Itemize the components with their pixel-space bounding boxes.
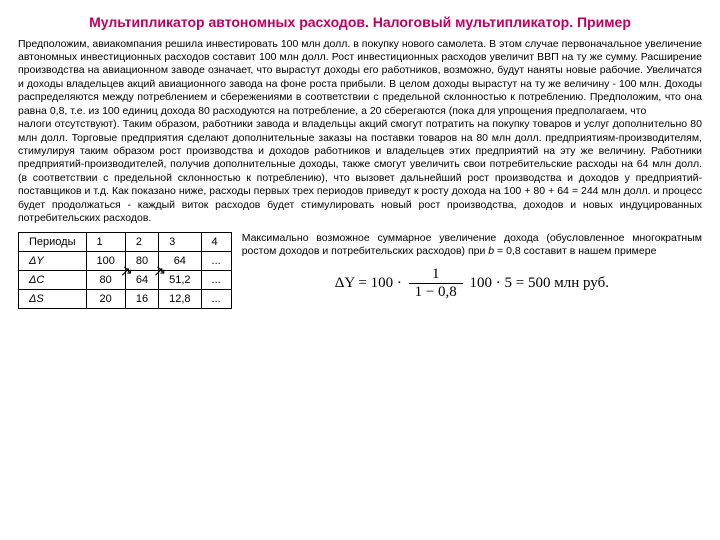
table-cell: 80↘ <box>125 251 158 270</box>
table-row: ΔY 100↘ 80↘ 64 ... <box>19 251 232 270</box>
table-row: ΔS 20 16 12,8 ... <box>19 289 232 308</box>
table-header: Периоды <box>19 232 87 251</box>
formula-lhs: ΔY = 100 · <box>335 275 406 291</box>
page-title: Мультипликатор автономных расходов. Нало… <box>18 14 702 32</box>
table-cell: 12,8 <box>159 289 201 308</box>
table-header: 4 <box>201 232 231 251</box>
table-cell: ... <box>201 251 231 270</box>
table-header: 1 <box>86 232 125 251</box>
table-cell: 80↗ <box>86 270 125 289</box>
paragraph-1: Предположим, авиакомпания решила инвести… <box>18 38 702 119</box>
table-cell: ... <box>201 270 231 289</box>
formula: ΔY = 100 · 11 − 0,8 100 · 5 = 500 млн ру… <box>242 267 702 300</box>
table-header: 2 <box>125 232 158 251</box>
table-row: ΔC 80↗ 64↗ 51,2 ... <box>19 270 232 289</box>
lower-section: Периоды 1 2 3 4 ΔY 100↘ 80↘ 64 ... ΔC 80… <box>18 232 702 309</box>
table-header-row: Периоды 1 2 3 4 <box>19 232 232 251</box>
paragraph-2: налоги отсутствуют). Таким образом, рабо… <box>18 118 702 226</box>
table-cell: 64↗ <box>125 270 158 289</box>
formula-rhs: 100 · 5 = 500 млн руб. <box>466 275 609 291</box>
table-cell: 64 <box>159 251 201 270</box>
table-cell: 51,2 <box>159 270 201 289</box>
table-cell: ... <box>201 289 231 308</box>
right-column: Максимально возможное суммарное увеличен… <box>242 232 702 300</box>
table-header: 3 <box>159 232 201 251</box>
formula-fraction: 11 − 0,8 <box>409 267 463 300</box>
table-cell: 100↘ <box>86 251 125 270</box>
table-cell: 20 <box>86 289 125 308</box>
table-cell: 16 <box>125 289 158 308</box>
multiplier-table: Периоды 1 2 3 4 ΔY 100↘ 80↘ 64 ... ΔC 80… <box>18 232 232 309</box>
right-text-suffix: = 0,8 составит в нашем примере <box>494 245 656 257</box>
